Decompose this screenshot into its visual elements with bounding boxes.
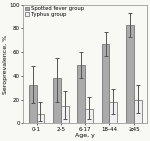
Bar [37,114,44,123]
X-axis label: Age, y: Age, y [75,133,95,138]
Bar [53,78,61,123]
Legend: Spotted fever group, Typhus group: Spotted fever group, Typhus group [24,6,84,18]
Bar [85,109,93,123]
Y-axis label: Seroprevalence, %: Seroprevalence, % [3,35,8,94]
Bar [29,85,37,123]
Bar [77,65,85,123]
Bar [134,100,142,123]
Bar [126,25,134,123]
Bar [61,106,69,123]
Bar [102,44,110,123]
Bar [110,102,117,123]
